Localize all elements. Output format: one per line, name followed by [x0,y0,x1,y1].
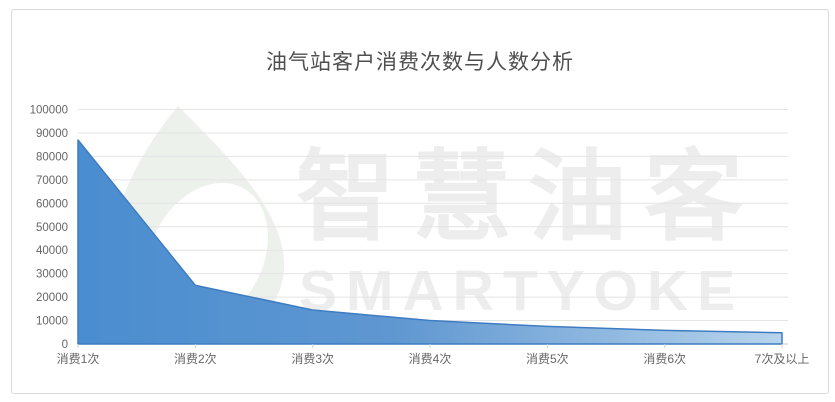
chart-title: 油气站客户消费次数与人数分析 [266,51,574,74]
chart-widget: 油气站客户消费次数与人数分析 [11,9,829,394]
